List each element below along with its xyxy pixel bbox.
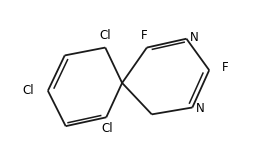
- Text: Cl: Cl: [102, 122, 114, 135]
- Text: F: F: [222, 61, 229, 74]
- Text: N: N: [196, 102, 205, 115]
- Text: N: N: [190, 31, 199, 44]
- Text: Cl: Cl: [22, 84, 34, 97]
- Text: F: F: [141, 29, 148, 42]
- Text: Cl: Cl: [100, 29, 111, 42]
